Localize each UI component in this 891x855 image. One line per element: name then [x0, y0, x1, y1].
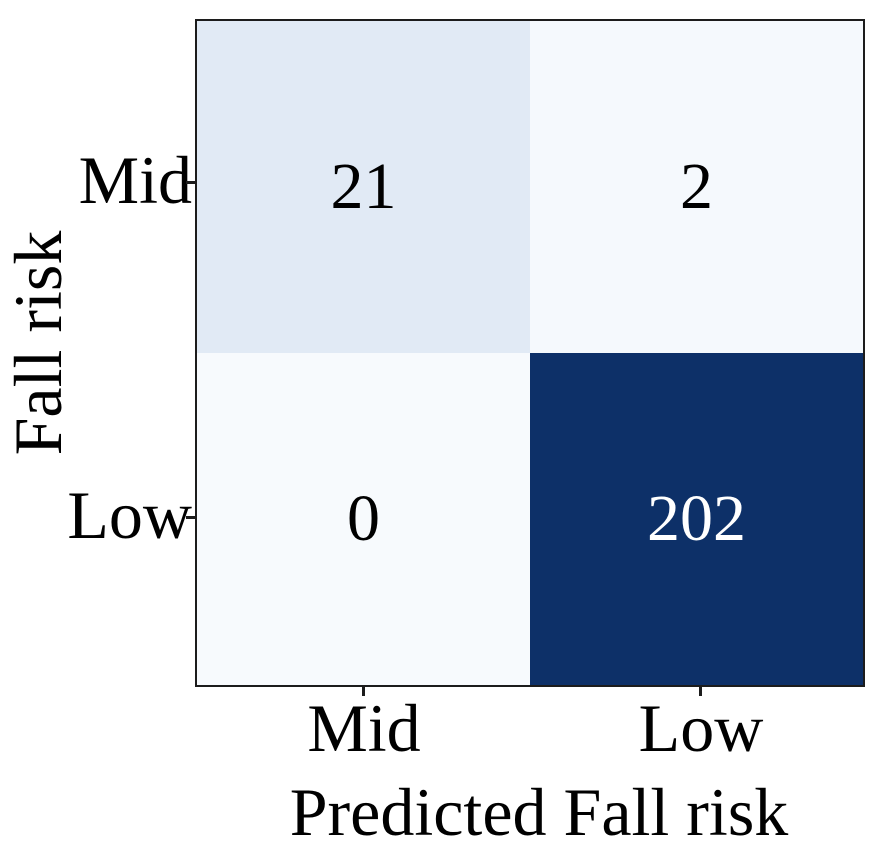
heatmap-cell-true-low-pred-low: 202	[530, 353, 863, 685]
y-axis-label: Fall risk	[0, 230, 76, 456]
x-tick-mark-low	[699, 687, 702, 696]
y-tick-label-low: Low	[67, 477, 192, 553]
x-tick-label-mid: Mid	[307, 690, 421, 766]
heatmap-plot-area: 21 2 0 202	[195, 19, 865, 687]
heatmap-cell-true-mid-pred-low: 2	[530, 21, 863, 353]
y-tick-mark-mid	[186, 181, 195, 184]
x-tick-mark-mid	[362, 687, 365, 696]
heatmap-cell-true-mid-pred-mid: 21	[197, 21, 530, 353]
y-tick-mark-low	[186, 516, 195, 519]
y-tick-label-mid: Mid	[78, 142, 192, 218]
heatmap-cell-true-low-pred-mid: 0	[197, 353, 530, 685]
x-tick-label-low: Low	[638, 690, 764, 766]
x-axis-label: Predicted Fall risk	[289, 774, 789, 850]
